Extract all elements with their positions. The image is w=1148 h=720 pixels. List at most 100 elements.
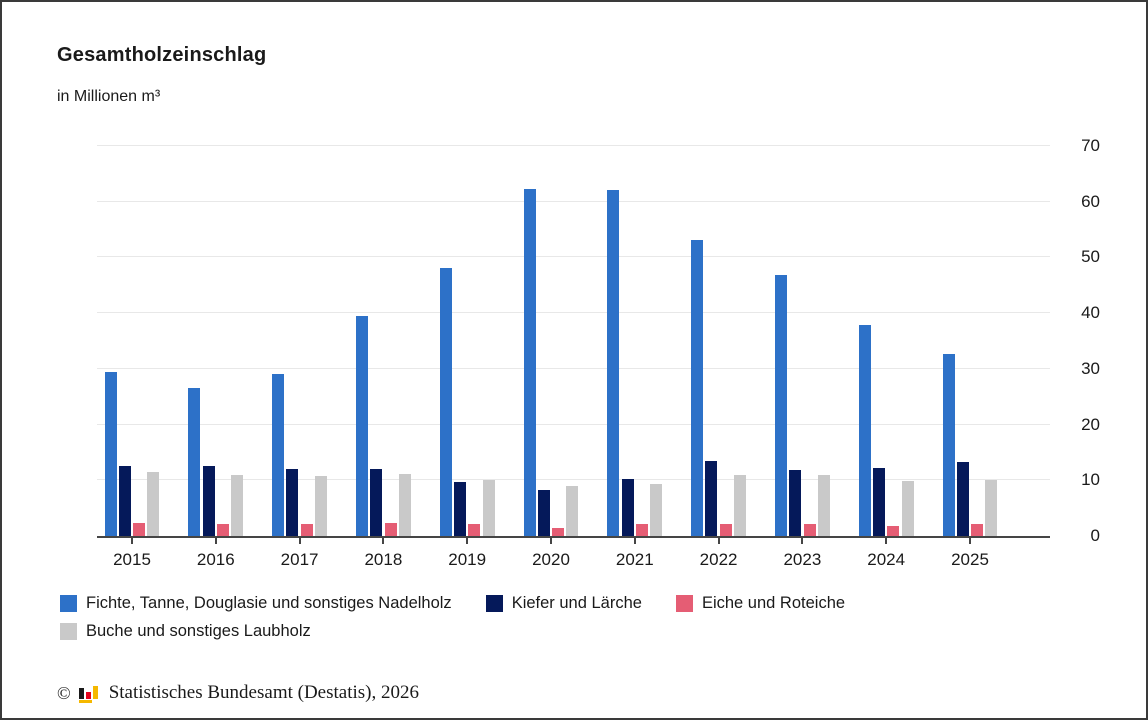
bar — [607, 190, 620, 536]
bar — [734, 475, 747, 536]
bar — [774, 275, 787, 536]
legend-label: Kiefer und Lärche — [511, 594, 642, 612]
bar — [635, 523, 648, 536]
legend-item: Kiefer und Lärche — [485, 594, 642, 613]
y-tick-label: 70 — [1081, 136, 1100, 155]
bar-group-2015 — [104, 371, 160, 536]
bar-group-2018 — [355, 315, 411, 536]
bar — [817, 475, 830, 536]
logo-bar-gold — [92, 685, 98, 699]
x-tick-label: 2024 — [867, 550, 906, 569]
bar-group-2022 — [691, 239, 747, 536]
legend-label: Eiche und Roteiche — [701, 594, 846, 612]
legend-row: Buche und sonstiges Laubholz — [60, 622, 845, 641]
legend-item: Fichte, Tanne, Douglasie und sonstiges N… — [60, 594, 452, 613]
legend-label: Buche und sonstiges Laubholz — [86, 622, 311, 640]
bar-group-2019 — [439, 268, 495, 536]
logo-baseline — [78, 699, 92, 703]
y-tick-label: 60 — [1081, 191, 1100, 211]
legend-swatch-icon — [60, 623, 77, 640]
x-tick — [214, 536, 217, 544]
bar — [956, 461, 969, 536]
legend-swatch-icon — [485, 595, 503, 612]
bar — [719, 523, 732, 536]
bar — [803, 523, 816, 536]
bar — [873, 468, 886, 536]
x-tick-label: 2018 — [364, 550, 403, 569]
x-tick-label: 2017 — [280, 550, 319, 569]
x-tick — [550, 536, 552, 544]
bar — [355, 315, 368, 536]
legend-row: Fichte, Tanne, Douglasie und sonstiges N… — [60, 594, 845, 613]
bar — [552, 527, 565, 536]
bar — [439, 268, 452, 536]
bar — [482, 479, 495, 536]
x-tick — [801, 536, 804, 544]
x-tick — [969, 536, 971, 544]
legend-item: Eiche und Roteiche — [675, 594, 846, 613]
gridline — [97, 479, 1050, 481]
logo-bar-red — [85, 691, 91, 699]
bar — [523, 188, 536, 536]
bar — [133, 523, 146, 536]
bar — [202, 466, 215, 536]
x-tick-label: 2019 — [448, 550, 487, 569]
legend-label: Fichte, Tanne, Douglasie und sonstiges N… — [86, 594, 452, 612]
x-tick — [466, 536, 469, 544]
x-tick — [131, 536, 133, 544]
bar — [188, 387, 201, 536]
bar — [104, 371, 117, 536]
bar — [691, 239, 704, 536]
bar — [286, 468, 299, 536]
x-tick — [633, 536, 636, 544]
chart-subtitle: in Millionen m³ — [57, 88, 161, 105]
x-tick-label: 2020 — [532, 550, 570, 569]
legend-item: Buche und sonstiges Laubholz — [60, 622, 311, 641]
bar — [300, 524, 313, 536]
y-tick-label: 50 — [1081, 247, 1100, 267]
bar — [705, 460, 718, 536]
gridline — [97, 423, 1050, 425]
copyright-icon: © — [57, 682, 71, 703]
x-tick — [382, 536, 385, 544]
x-tick-label: 2021 — [615, 550, 654, 569]
bar — [398, 474, 411, 536]
x-tick-label: 2025 — [951, 550, 989, 569]
copyright-note: © Statistisches Bundesamt (Destatis), 20… — [57, 682, 419, 704]
bar — [216, 523, 229, 536]
bar — [942, 354, 955, 536]
x-tick-label: 2015 — [113, 550, 151, 569]
bar-group-2021 — [607, 190, 663, 536]
gridline — [97, 256, 1050, 258]
x-tick-label: 2016 — [196, 550, 235, 569]
x-tick-label: 2022 — [699, 550, 738, 569]
bar — [454, 481, 467, 536]
bar — [887, 525, 900, 536]
destatis-logo-icon — [78, 684, 102, 703]
bar — [537, 489, 550, 536]
x-tick — [298, 536, 301, 544]
y-tick-label: 20 — [1081, 414, 1100, 434]
gridline — [97, 312, 1050, 314]
bar — [566, 485, 579, 536]
bar — [231, 474, 244, 536]
bar — [370, 468, 383, 536]
x-tick — [885, 536, 888, 544]
bar-group-2023 — [774, 275, 830, 536]
y-tick-label: 10 — [1081, 470, 1100, 490]
y-tick-label: 40 — [1081, 303, 1100, 323]
bar-group-2017 — [272, 374, 328, 536]
bar — [118, 465, 131, 536]
plot-area: 2015 2016 2017 2018 2019 2020 2021 2022 2023 2024… — [97, 145, 1050, 569]
bar — [384, 522, 397, 536]
bar — [468, 523, 481, 536]
bar — [272, 374, 285, 536]
bar — [971, 524, 984, 536]
copyright-text: Statistisches Bundesamt (Destatis), 2026 — [108, 682, 419, 703]
bar — [789, 470, 802, 536]
chart-title: Gesamtholzeinschlag — [57, 44, 267, 66]
bar-group-2025 — [942, 354, 998, 536]
gridline — [97, 200, 1050, 202]
bar — [315, 475, 328, 536]
